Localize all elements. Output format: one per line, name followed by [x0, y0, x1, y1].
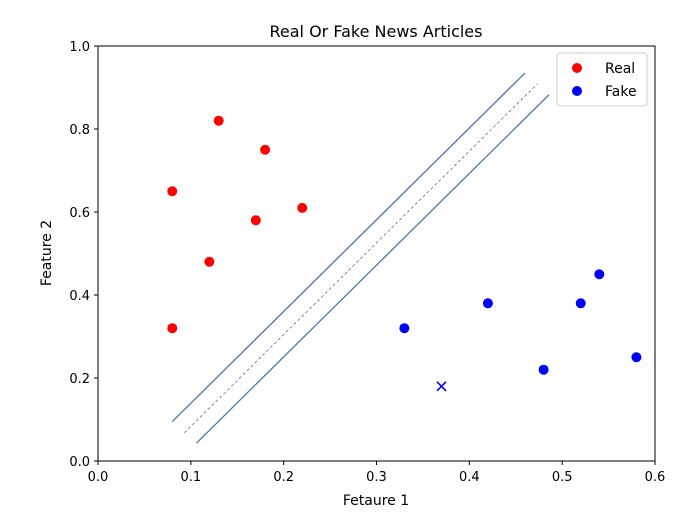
upper-margin-line [171, 72, 526, 423]
x-tick-label: 0.1 [180, 470, 201, 485]
x-tick-label: 0.3 [366, 470, 387, 485]
x-tick-label: 0.0 [88, 470, 109, 485]
chart-title: Real Or Fake News Articles [270, 22, 483, 41]
fake-point-2 [575, 298, 586, 309]
y-tick-label: 0.2 [69, 372, 90, 387]
x-tick-label: 0.5 [552, 470, 573, 485]
fake-point-0 [399, 323, 410, 334]
lower-margin-line [195, 94, 550, 444]
x-tick-label: 0.6 [645, 470, 666, 485]
legend-marker-real [572, 63, 582, 73]
decision-boundary-line [184, 83, 538, 434]
fake-point-5 [631, 352, 642, 363]
y-tick-label: 1.0 [69, 40, 90, 55]
plot-frame [97, 45, 656, 462]
query-point-stroke-b [436, 381, 447, 392]
real-point-0 [213, 115, 224, 126]
y-tick-label: 0.0 [69, 455, 90, 470]
real-point-3 [297, 202, 308, 213]
real-point-4 [250, 215, 261, 226]
y-tick-label: 0.6 [69, 206, 90, 221]
x-tick-label: 0.4 [459, 470, 480, 485]
legend: Real Fake [556, 52, 648, 107]
fake-point-1 [482, 298, 493, 309]
real-point-5 [204, 256, 215, 267]
legend-marker-fake [572, 86, 582, 96]
query-point-x-marker [436, 381, 447, 392]
fake-point-4 [538, 364, 549, 375]
y-tick-label: 0.8 [69, 123, 90, 138]
x-axis-label: Fetaure 1 [343, 493, 409, 509]
legend-label-fake: Fake [605, 84, 637, 100]
x-tick-label: 0.2 [273, 470, 294, 485]
real-point-1 [260, 144, 271, 155]
fake-point-3 [594, 269, 605, 280]
real-point-6 [167, 323, 178, 334]
legend-label-real: Real [605, 61, 635, 77]
y-axis-label: Feature 2 [39, 220, 55, 286]
y-tick-label: 0.4 [69, 289, 90, 304]
real-point-2 [167, 186, 178, 197]
